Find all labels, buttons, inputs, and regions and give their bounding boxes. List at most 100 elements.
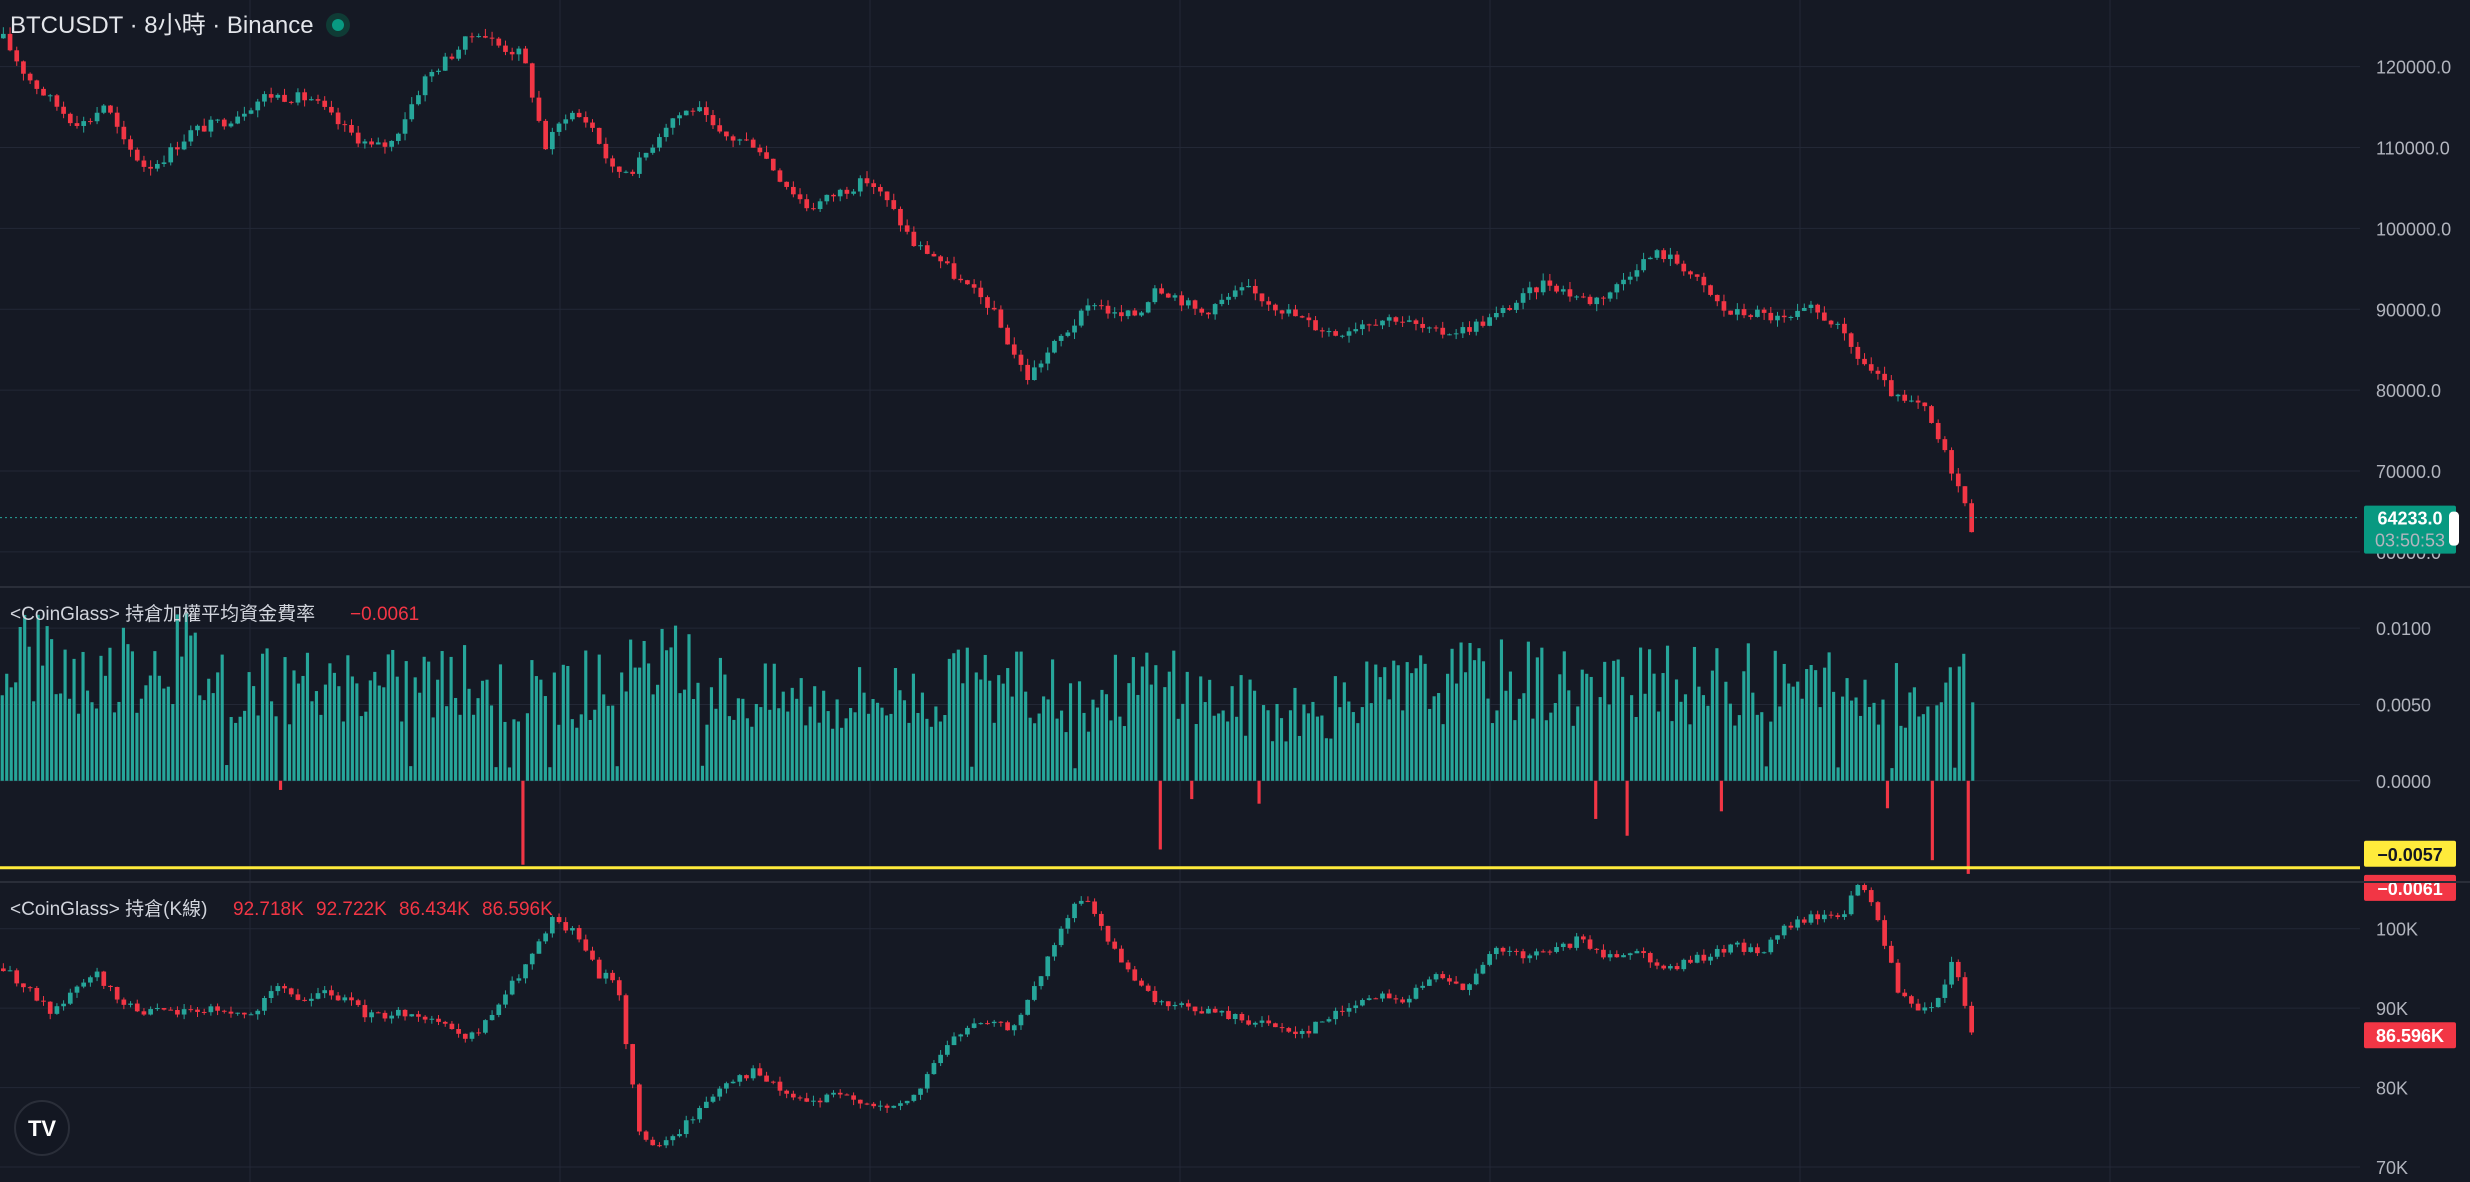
oi-candle [509, 980, 515, 995]
price-candle [175, 147, 180, 150]
market-status-icon[interactable] [326, 13, 350, 37]
price-candle [1748, 315, 1754, 317]
funding-rate-bar [503, 721, 507, 781]
funding-rate-bar [1791, 686, 1795, 781]
funding-rate-title[interactable]: <CoinGlass> 持倉加權平均資金費率 [10, 603, 315, 625]
funding-rate-bar [287, 724, 292, 781]
price-candle [1534, 287, 1539, 293]
price-candle [422, 76, 428, 96]
price-candle [322, 100, 328, 107]
price-candle [1018, 354, 1024, 365]
oi-candle [375, 1012, 381, 1014]
price-candle [41, 88, 46, 96]
price-candle [1949, 450, 1954, 474]
price-candle [1467, 327, 1472, 332]
oi-candle [47, 1001, 53, 1014]
funding-rate-bar [1095, 707, 1100, 781]
oi-candle [523, 964, 528, 979]
price-candle [1507, 307, 1513, 310]
oi-candle [1473, 973, 1479, 985]
oi-candle [1105, 925, 1111, 942]
oi-candle [1360, 999, 1365, 1006]
funding-rate-bar [1926, 706, 1930, 781]
price-candle [1574, 296, 1579, 298]
funding-rate-bar [727, 716, 731, 781]
oi-candle [1915, 1003, 1921, 1011]
price-candle [596, 127, 602, 144]
funding-rate-bar [611, 705, 615, 781]
funding-rate-bar [1293, 687, 1297, 781]
oi-candle [1192, 1006, 1198, 1012]
funding-rate-bar [1787, 683, 1791, 781]
price-candle [295, 92, 301, 103]
price-candle [1406, 320, 1412, 322]
symbol-title[interactable]: BTCUSDT · 8小時 · Binance [10, 12, 314, 39]
oi-candle [737, 1075, 743, 1082]
tradingview-logo-icon[interactable]: TV [14, 1100, 70, 1156]
oi-candle [195, 1009, 200, 1012]
funding-rate-bar [1288, 710, 1293, 781]
funding-rate-bar [216, 672, 220, 781]
funding-rate-bar [121, 627, 126, 781]
funding-rate-bar [534, 676, 538, 781]
oi-candle [1888, 945, 1894, 963]
funding-rate-bar [1454, 683, 1459, 781]
funding-rate-bar [1320, 715, 1324, 781]
oi-candle [1761, 952, 1767, 954]
oi-candle [998, 1021, 1004, 1023]
price-candle [1922, 402, 1928, 407]
oi-candle [262, 997, 267, 1011]
oi-candle [824, 1094, 830, 1103]
price-candle [402, 119, 408, 134]
oi-candle [335, 995, 341, 1001]
oi-candle [1085, 900, 1091, 902]
funding-rate-bar [153, 651, 157, 781]
oi-candle [1815, 914, 1821, 920]
funding-rate-bar [593, 709, 597, 781]
funding-rate-bar [714, 708, 718, 781]
oi-candle [871, 1103, 877, 1107]
oi-candle [1078, 900, 1084, 904]
oi-candle [369, 1012, 374, 1018]
price-candle [1661, 250, 1667, 260]
funding-rate-bar [72, 658, 76, 781]
price-candle [1855, 346, 1861, 359]
funding-rate-bar [795, 698, 799, 781]
oi-candle [529, 953, 535, 965]
price-candle [730, 136, 736, 141]
price-candle [362, 141, 368, 144]
price-candle [195, 125, 200, 131]
funding-rate-bar [494, 767, 498, 781]
price-candle [1473, 321, 1479, 332]
price-candle [168, 147, 174, 163]
funding-rate-bar [296, 683, 301, 781]
funding-rate-bar [781, 691, 785, 781]
funding-rate-bar [1284, 741, 1288, 781]
oi-tick-label: 100K [2376, 920, 2418, 940]
oi-candle [1252, 1022, 1258, 1025]
oi-candle [1326, 1019, 1332, 1022]
funding-rate-bar [144, 685, 148, 781]
funding-rate-bar [1486, 698, 1490, 781]
price-candle [67, 113, 73, 124]
funding-rate-bar [983, 654, 987, 781]
funding-rate-bar [1329, 738, 1333, 781]
price-candle [1373, 324, 1379, 326]
price-candle [221, 119, 227, 127]
oi-candle [14, 970, 20, 984]
oi-candle [1641, 951, 1646, 954]
oi-candle [583, 939, 589, 951]
funding-rate-bar [480, 680, 485, 781]
price-candle [503, 45, 508, 52]
price-candle [1909, 400, 1914, 402]
price-candle [744, 139, 749, 141]
price-candle [1045, 352, 1051, 364]
oi-candle [1400, 999, 1405, 1003]
oi-candle [1480, 964, 1486, 974]
oi-candle [1199, 1011, 1205, 1014]
open-interest-title[interactable]: <CoinGlass> 持倉(K線) [10, 898, 207, 920]
oi-candle [1313, 1021, 1318, 1034]
price-candle [1353, 329, 1359, 332]
oi-candle [442, 1021, 448, 1024]
